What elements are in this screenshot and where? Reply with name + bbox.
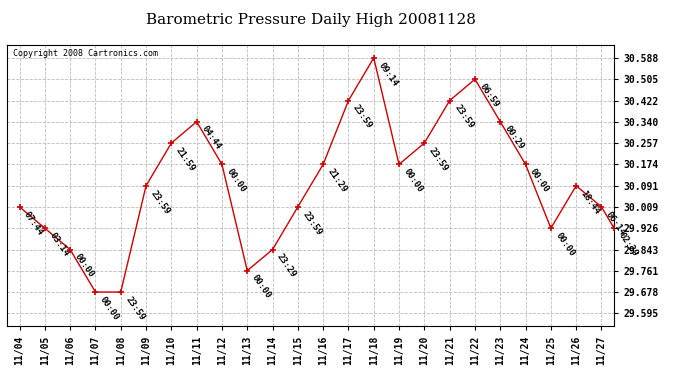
Text: 00:29: 00:29 xyxy=(503,124,526,152)
Text: 00:00: 00:00 xyxy=(553,231,576,258)
Text: 06:14: 06:14 xyxy=(604,210,627,237)
Text: 23:59: 23:59 xyxy=(301,210,324,237)
Text: 23:59: 23:59 xyxy=(351,104,374,130)
Text: 00:00: 00:00 xyxy=(98,295,121,322)
Text: 23:59: 23:59 xyxy=(149,189,172,216)
Text: 00:00: 00:00 xyxy=(225,167,248,194)
Text: 03:14: 03:14 xyxy=(48,231,70,258)
Text: Copyright 2008 Cartronics.com: Copyright 2008 Cartronics.com xyxy=(13,49,158,58)
Text: 00:00: 00:00 xyxy=(402,167,424,194)
Text: 23:59: 23:59 xyxy=(453,104,475,130)
Text: 18:44: 18:44 xyxy=(579,189,602,216)
Text: 04:44: 04:44 xyxy=(199,124,222,152)
Text: 06:59: 06:59 xyxy=(477,82,500,109)
Text: 09:14: 09:14 xyxy=(377,61,400,88)
Text: 23:59: 23:59 xyxy=(124,295,146,322)
Text: 23:29: 23:29 xyxy=(275,252,298,279)
Text: 23:59: 23:59 xyxy=(427,146,450,173)
Text: 07:44: 07:44 xyxy=(22,210,45,237)
Text: 00:00: 00:00 xyxy=(73,252,96,279)
Text: 02:29: 02:29 xyxy=(617,231,640,258)
Text: 21:59: 21:59 xyxy=(174,146,197,173)
Text: 00:00: 00:00 xyxy=(529,167,551,194)
Text: 00:00: 00:00 xyxy=(250,273,273,301)
Text: 21:29: 21:29 xyxy=(326,167,348,194)
Text: Barometric Pressure Daily High 20081128: Barometric Pressure Daily High 20081128 xyxy=(146,13,475,27)
